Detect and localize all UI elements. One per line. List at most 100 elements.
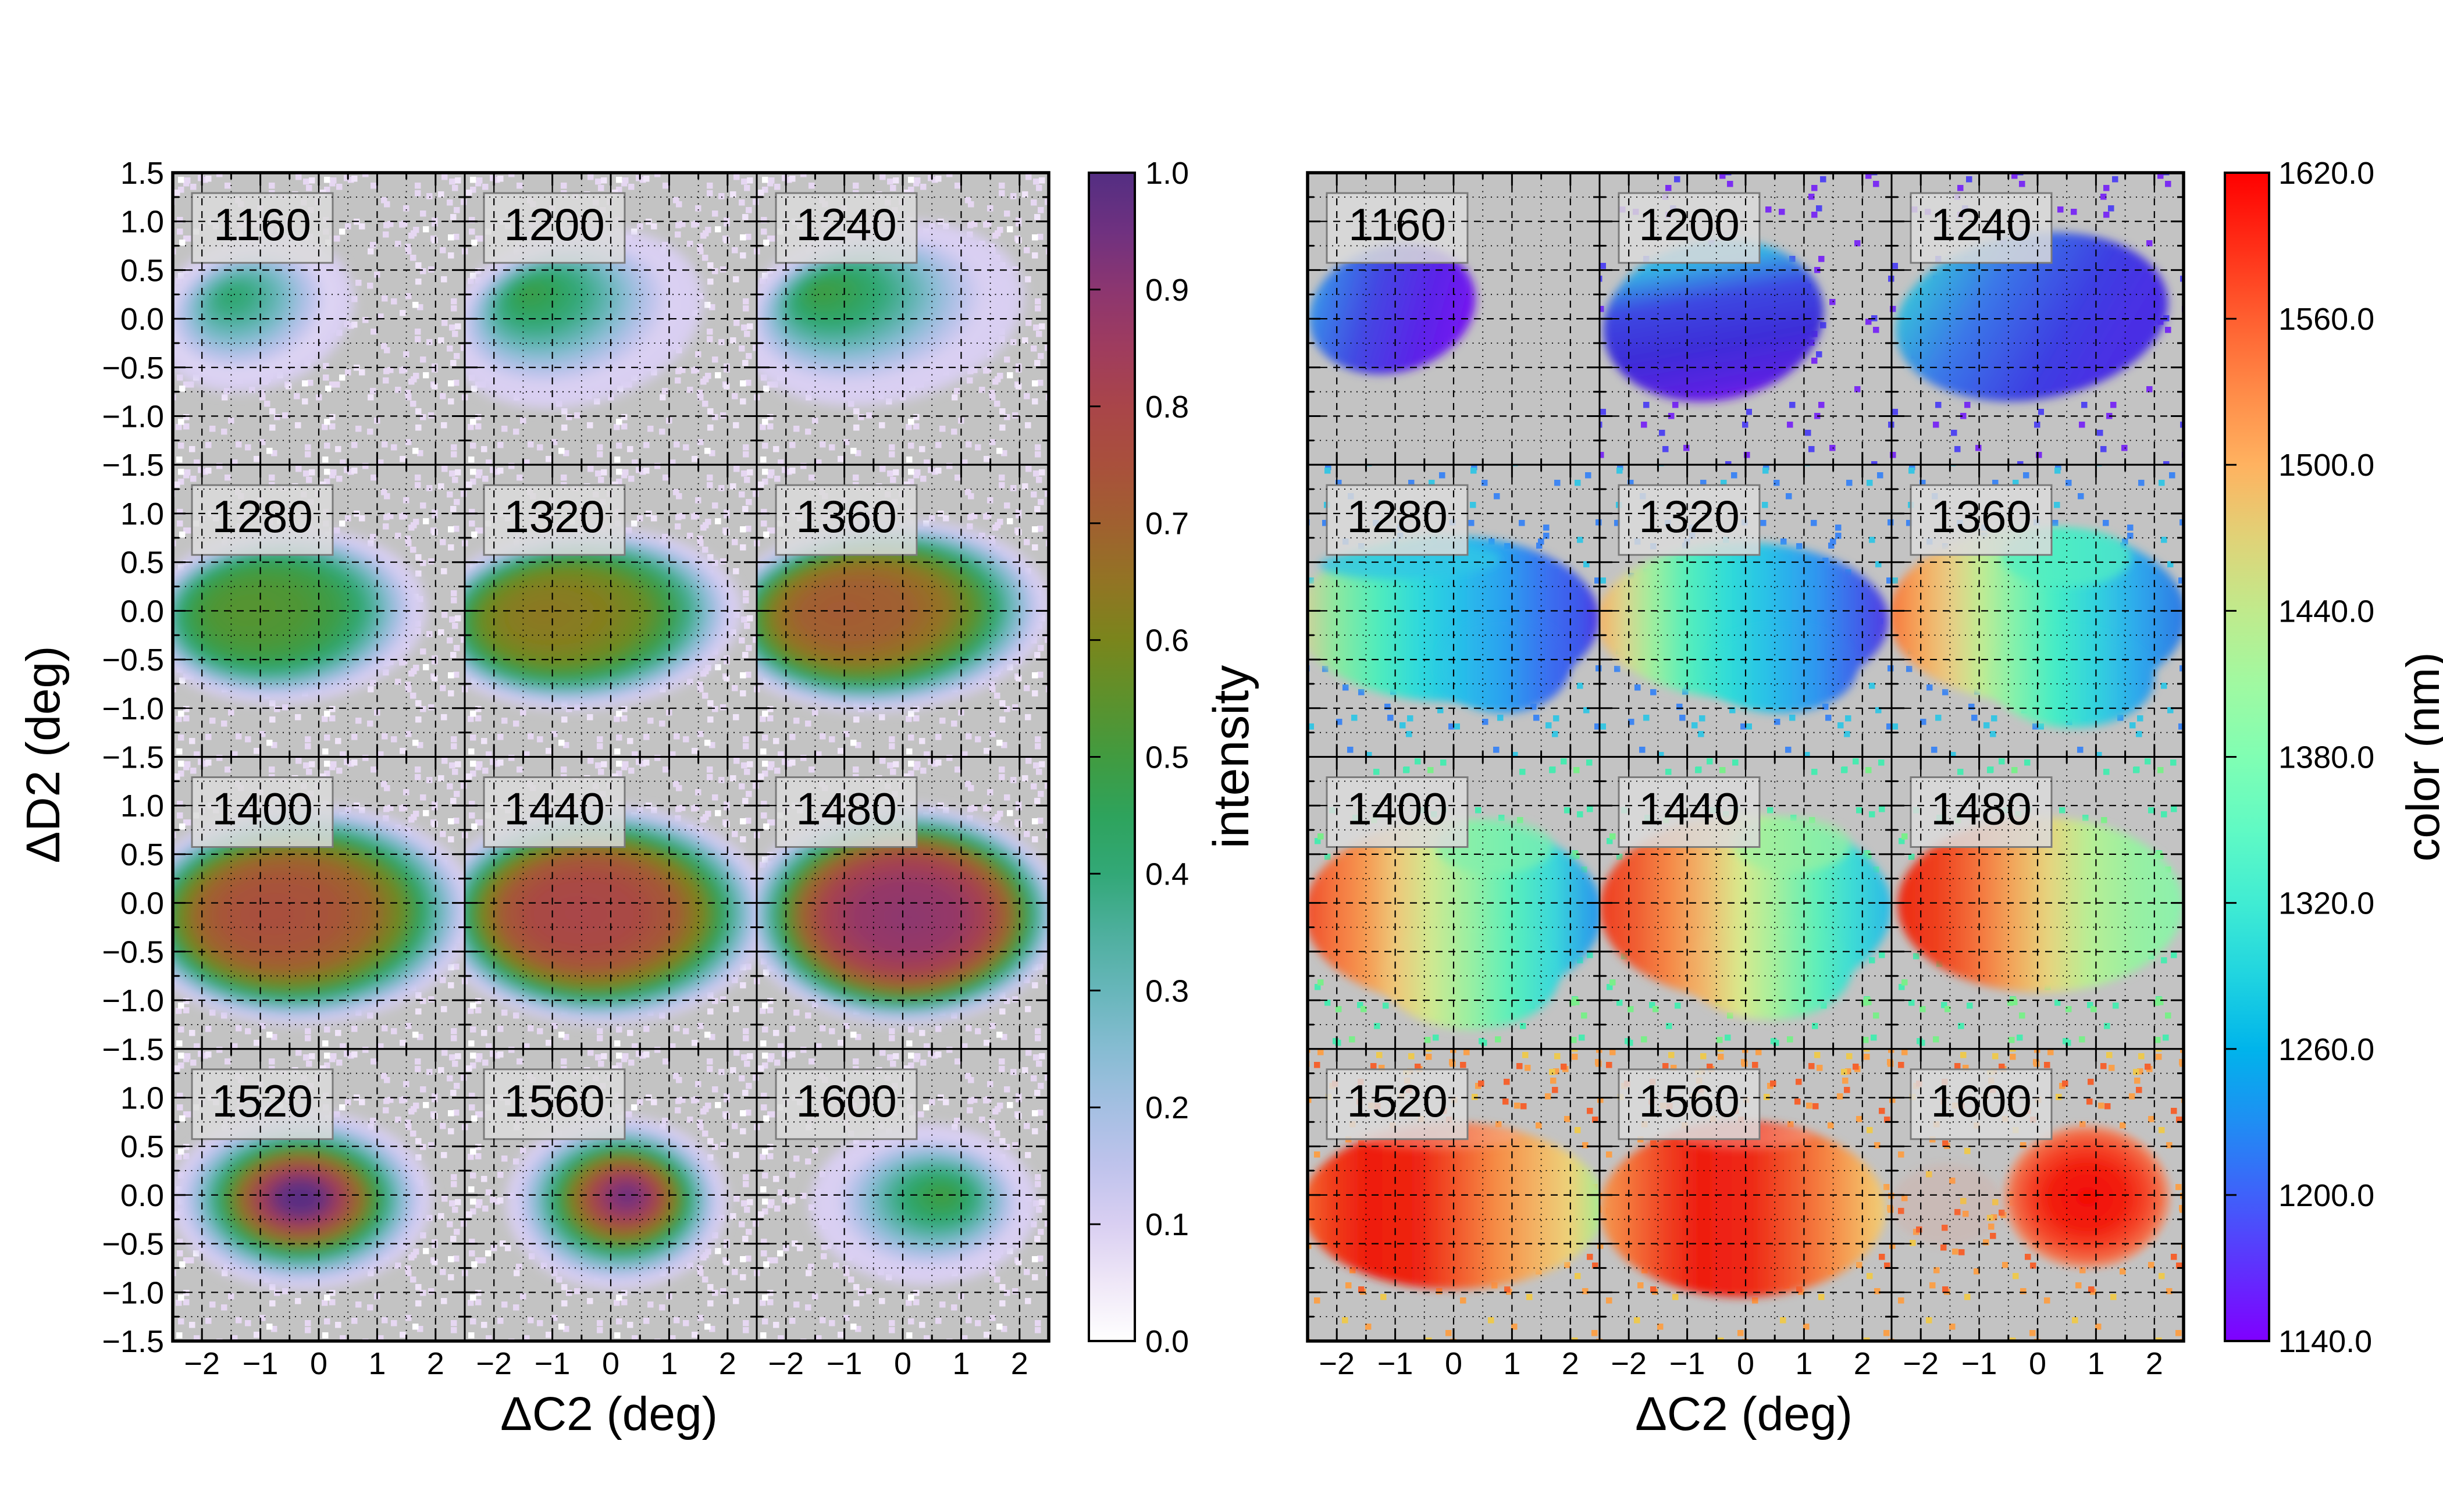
svg-text:0: 0 bbox=[310, 1346, 327, 1381]
svg-text:0.1: 0.1 bbox=[1145, 1207, 1189, 1242]
svg-text:ΔC2 (deg): ΔC2 (deg) bbox=[500, 1388, 718, 1440]
svg-text:intensity: intensity bbox=[1203, 665, 1259, 849]
svg-text:1320: 1320 bbox=[504, 491, 605, 542]
svg-text:−2: −2 bbox=[184, 1346, 220, 1381]
svg-text:1380.0: 1380.0 bbox=[2278, 740, 2374, 775]
svg-text:0: 0 bbox=[1737, 1346, 1754, 1381]
svg-text:0.0: 0.0 bbox=[1145, 1324, 1189, 1359]
svg-text:1480: 1480 bbox=[1931, 783, 2032, 835]
svg-text:1: 1 bbox=[1795, 1346, 1812, 1381]
svg-text:1600: 1600 bbox=[1931, 1075, 2032, 1126]
svg-text:1560.0: 1560.0 bbox=[2278, 302, 2374, 337]
svg-text:0.0: 0.0 bbox=[120, 302, 164, 337]
svg-text:−0.5: −0.5 bbox=[102, 643, 164, 677]
svg-text:1440: 1440 bbox=[504, 783, 605, 835]
svg-text:1.0: 1.0 bbox=[120, 1081, 164, 1116]
svg-text:−2: −2 bbox=[768, 1346, 804, 1381]
svg-text:1280: 1280 bbox=[1347, 491, 1448, 542]
svg-text:1200: 1200 bbox=[504, 199, 605, 250]
svg-text:1240: 1240 bbox=[796, 199, 897, 250]
svg-text:1.0: 1.0 bbox=[120, 497, 164, 532]
svg-text:−0.5: −0.5 bbox=[102, 1227, 164, 1262]
svg-text:2: 2 bbox=[427, 1346, 444, 1381]
svg-text:−1: −1 bbox=[1377, 1346, 1413, 1381]
svg-text:1.0: 1.0 bbox=[120, 789, 164, 823]
svg-text:2: 2 bbox=[1562, 1346, 1579, 1381]
svg-text:0: 0 bbox=[894, 1346, 911, 1381]
svg-text:1480: 1480 bbox=[796, 783, 897, 835]
svg-text:−2: −2 bbox=[476, 1346, 512, 1381]
svg-text:1440: 1440 bbox=[1639, 783, 1740, 835]
svg-text:1360: 1360 bbox=[1931, 491, 2032, 542]
svg-text:1320: 1320 bbox=[1639, 491, 1740, 542]
svg-text:1260.0: 1260.0 bbox=[2278, 1032, 2374, 1067]
svg-text:1: 1 bbox=[660, 1346, 678, 1381]
svg-text:1200.0: 1200.0 bbox=[2278, 1178, 2374, 1213]
svg-text:1: 1 bbox=[952, 1346, 970, 1381]
svg-text:0.3: 0.3 bbox=[1145, 973, 1189, 1008]
svg-text:0.5: 0.5 bbox=[120, 253, 164, 288]
svg-text:1.0: 1.0 bbox=[1145, 156, 1189, 191]
svg-text:0.8: 0.8 bbox=[1145, 390, 1189, 425]
svg-text:−0.5: −0.5 bbox=[102, 351, 164, 386]
svg-text:−1.0: −1.0 bbox=[102, 1275, 164, 1310]
svg-text:−1.0: −1.0 bbox=[102, 983, 164, 1018]
svg-text:1160: 1160 bbox=[213, 199, 311, 250]
svg-text:0.0: 0.0 bbox=[120, 1178, 164, 1213]
svg-text:−0.5: −0.5 bbox=[102, 935, 164, 969]
svg-text:0.2: 0.2 bbox=[1145, 1090, 1189, 1125]
svg-text:0: 0 bbox=[2029, 1346, 2046, 1381]
svg-text:1320.0: 1320.0 bbox=[2278, 886, 2374, 921]
svg-text:ΔC2 (deg): ΔC2 (deg) bbox=[1635, 1388, 1853, 1440]
svg-text:1520: 1520 bbox=[1347, 1075, 1448, 1126]
svg-text:1: 1 bbox=[368, 1346, 386, 1381]
svg-text:1160: 1160 bbox=[1348, 199, 1446, 250]
svg-text:0.0: 0.0 bbox=[120, 594, 164, 629]
svg-text:0: 0 bbox=[602, 1346, 619, 1381]
svg-text:1240: 1240 bbox=[1931, 199, 2032, 250]
svg-text:1440.0: 1440.0 bbox=[2278, 594, 2374, 629]
svg-text:1360: 1360 bbox=[796, 491, 897, 542]
svg-text:−1.5: −1.5 bbox=[102, 1032, 164, 1067]
svg-text:2: 2 bbox=[719, 1346, 736, 1381]
svg-text:−1: −1 bbox=[1961, 1346, 1997, 1381]
svg-text:2: 2 bbox=[1011, 1346, 1028, 1381]
svg-text:−1: −1 bbox=[243, 1346, 279, 1381]
svg-text:1: 1 bbox=[1503, 1346, 1520, 1381]
svg-text:1: 1 bbox=[2087, 1346, 2104, 1381]
svg-text:0.4: 0.4 bbox=[1145, 857, 1189, 891]
svg-text:1620.0: 1620.0 bbox=[2278, 156, 2374, 191]
svg-text:0.5: 0.5 bbox=[120, 545, 164, 580]
svg-text:1.0: 1.0 bbox=[120, 205, 164, 240]
svg-text:0.0: 0.0 bbox=[120, 886, 164, 921]
svg-text:0.6: 0.6 bbox=[1145, 623, 1189, 658]
svg-text:0.5: 0.5 bbox=[120, 837, 164, 872]
svg-text:1520: 1520 bbox=[212, 1075, 313, 1126]
svg-text:0: 0 bbox=[1445, 1346, 1462, 1381]
svg-text:−1.0: −1.0 bbox=[102, 691, 164, 726]
svg-text:0.9: 0.9 bbox=[1145, 273, 1189, 308]
svg-text:−1: −1 bbox=[535, 1346, 571, 1381]
svg-text:1560: 1560 bbox=[1639, 1075, 1740, 1126]
svg-text:−1: −1 bbox=[827, 1346, 863, 1381]
svg-text:−1.0: −1.0 bbox=[102, 400, 164, 434]
svg-text:2: 2 bbox=[1854, 1346, 1871, 1381]
svg-text:1140.0: 1140.0 bbox=[2278, 1324, 2372, 1359]
svg-text:−2: −2 bbox=[1319, 1346, 1355, 1381]
svg-text:−1.5: −1.5 bbox=[102, 1324, 164, 1359]
svg-text:1400: 1400 bbox=[1347, 783, 1448, 835]
svg-text:−1.5: −1.5 bbox=[102, 740, 164, 775]
svg-text:1560: 1560 bbox=[504, 1075, 605, 1126]
svg-text:1.5: 1.5 bbox=[120, 156, 164, 191]
svg-text:0.7: 0.7 bbox=[1145, 507, 1189, 541]
svg-text:1280: 1280 bbox=[212, 491, 313, 542]
svg-text:−1: −1 bbox=[1669, 1346, 1705, 1381]
svg-text:2: 2 bbox=[2146, 1346, 2163, 1381]
svg-text:1600: 1600 bbox=[796, 1075, 897, 1126]
svg-text:1200: 1200 bbox=[1639, 199, 1740, 250]
svg-text:−2: −2 bbox=[1903, 1346, 1939, 1381]
svg-text:−1.5: −1.5 bbox=[102, 448, 164, 483]
svg-text:ΔD2 (deg): ΔD2 (deg) bbox=[17, 646, 70, 864]
svg-text:−2: −2 bbox=[1611, 1346, 1647, 1381]
svg-text:0.5: 0.5 bbox=[120, 1129, 164, 1164]
